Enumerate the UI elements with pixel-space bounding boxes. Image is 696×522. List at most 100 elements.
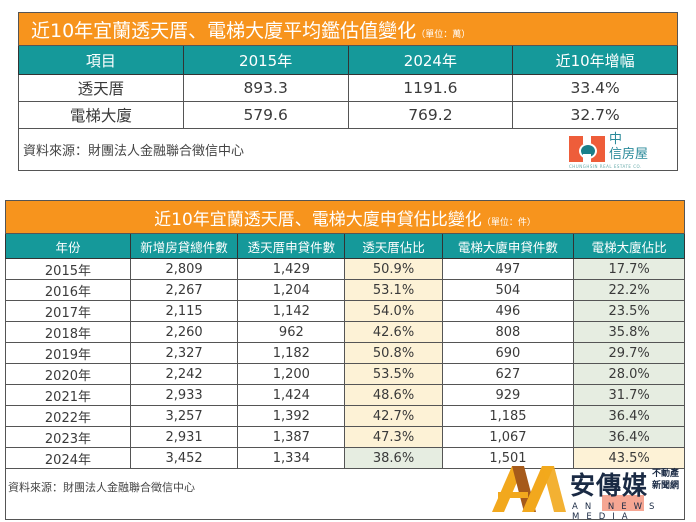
row-label: 2016年 [5,279,131,301]
header-row: 年份 新增房貸總件數 透天厝申貸件數 透天厝佔比 電梯大廈申貸件數 電梯大廈佔比 [5,233,685,259]
cell: 32.7% [512,101,678,129]
cell: 1,067 [441,426,575,448]
title-text: 近10年宜蘭透天厝、電梯大廈平均鑑估值變化 [31,19,417,42]
table-row: 透天厝 893.3 1191.6 33.4% [18,74,678,102]
cell: 1,392 [237,405,346,427]
cell: 1,182 [237,342,346,364]
cell: 962 [237,321,346,343]
col-header-year: 年份 [5,233,131,259]
cell: 1,429 [237,258,346,280]
watermark-name: 安傳媒 [570,471,649,500]
logo-mark-icon [569,136,605,162]
cell: 36.4% [573,405,685,427]
cell: 627 [441,363,575,385]
row-label: 透天厝 [18,74,184,102]
cell: 497 [441,258,575,280]
cell: 1,334 [237,447,346,469]
col-header-condo-loans: 電梯大廈申貸件數 [441,233,575,259]
logo-ghost [602,495,644,511]
cell: 690 [441,342,575,364]
cell: 48.6% [344,384,443,406]
cell: 53.1% [344,279,443,301]
table-row: 2022年 3,257 1,392 42.7% 1,185 36.4% [5,405,685,427]
row-label: 2018年 [5,321,131,343]
cell: 31.7% [573,384,685,406]
row-label: 2019年 [5,342,131,364]
row-label: 2020年 [5,363,131,385]
col-header-growth: 近10年增幅 [512,45,678,75]
col-header-house-ratio: 透天厝佔比 [344,233,443,259]
cell: 50.9% [344,258,443,280]
cell: 769.2 [347,101,514,129]
cell: 43.5% [573,447,685,469]
cell: 1,185 [441,405,575,427]
table-row: 2020年 2,242 1,200 53.5% 627 28.0% [5,363,685,385]
watermark-english: AN NEWS MEDIA [572,502,662,522]
table-title: 近10年宜蘭透天厝、電梯大廈申貸估比變化（單位：件） [5,200,685,234]
cell: 28.0% [573,363,685,385]
cell: 1,501 [441,447,575,469]
col-header-total-loans: 新增房貸總件數 [129,233,239,259]
cell: 53.5% [344,363,443,385]
table-row: 2021年 2,933 1,424 48.6% 929 31.7% [5,384,685,406]
col-header-item: 項目 [18,45,184,75]
row-label: 2024年 [5,447,131,469]
row-label: 2021年 [5,384,131,406]
cell: 2,115 [129,300,239,322]
cell: 504 [441,279,575,301]
cell: 35.8% [573,321,685,343]
footer-row: 資料來源：財團法人金融聯合徵信中心 [5,468,685,520]
cell: 1,142 [237,300,346,322]
cell: 3,257 [129,405,239,427]
chunghsin-logo: 中信房屋 CHUNGHSIN REAL ESTATE CO. [569,132,665,169]
footer-row: 資料來源：財團法人金融聯合徵信中心 中信房屋 CHUNGHSIN REAL ES… [18,128,678,171]
cell: 36.4% [573,426,685,448]
row-label: 2015年 [5,258,131,280]
cell: 3,452 [129,447,239,469]
cell: 496 [441,300,575,322]
cell: 579.6 [182,101,349,129]
cell: 1,387 [237,426,346,448]
footer-cell: 資料來源：財團法人金融聯合徵信中心 中信房屋 CHUNGHSIN REAL ES… [18,128,678,171]
cell: 2,933 [129,384,239,406]
source-note: 資料來源：財團法人金融聯合徵信中心 [23,144,245,159]
cell: 2,260 [129,321,239,343]
col-header-2015: 2015年 [182,45,349,75]
row-label: 2023年 [5,426,131,448]
cell: 1,204 [237,279,346,301]
cell: 1191.6 [347,74,514,102]
cell: 2,931 [129,426,239,448]
cell: 29.7% [573,342,685,364]
source-note: 資料來源：財團法人金融聯合徵信中心 [5,468,685,520]
cell: 22.2% [573,279,685,301]
table-row: 2015年 2,809 1,429 50.9% 497 17.7% [5,258,685,280]
unit-label: （單位：件） [481,217,536,228]
cell: 1,200 [237,363,346,385]
cell: 47.3% [344,426,443,448]
cell: 42.7% [344,405,443,427]
table-title: 近10年宜蘭透天厝、電梯大廈平均鑑估值變化（單位：萬） [18,12,678,46]
table-row: 2019年 2,327 1,182 50.8% 690 29.7% [5,342,685,364]
cell: 54.0% [344,300,443,322]
cell: 2,327 [129,342,239,364]
table-row: 2023年 2,931 1,387 47.3% 1,067 36.4% [5,426,685,448]
cell: 38.6% [344,447,443,469]
avg-valuation-table: 近10年宜蘭透天厝、電梯大廈平均鑑估值變化（單位：萬） 項目 2015年 202… [18,12,678,171]
col-header-house-loans: 透天厝申貸件數 [237,233,346,259]
cell: 893.3 [182,74,349,102]
an-logo-icon [492,466,566,512]
cell: 929 [441,384,575,406]
table-row: 2017年 2,115 1,142 54.0% 496 23.5% [5,300,685,322]
watermark-tagline: 不動產 新聞網 [652,469,680,491]
loan-ratio-table: 近10年宜蘭透天厝、電梯大廈申貸估比變化（單位：件） 年份 新增房貸總件數 透天… [5,200,685,520]
unit-label: （單位：萬） [416,29,471,40]
cell: 2,267 [129,279,239,301]
row-label: 電梯大廈 [18,101,184,129]
cell: 2,809 [129,258,239,280]
an-news-media-watermark: 安傳媒 不動產 新聞網 AN NEWS MEDIA [492,462,692,522]
col-header-2024: 2024年 [347,45,514,75]
table-row: 2018年 2,260 962 42.6% 808 35.8% [5,321,685,343]
title-text: 近10年宜蘭透天厝、電梯大廈申貸估比變化 [154,209,482,230]
header-row: 項目 2015年 2024年 近10年增幅 [18,45,678,75]
cell: 23.5% [573,300,685,322]
